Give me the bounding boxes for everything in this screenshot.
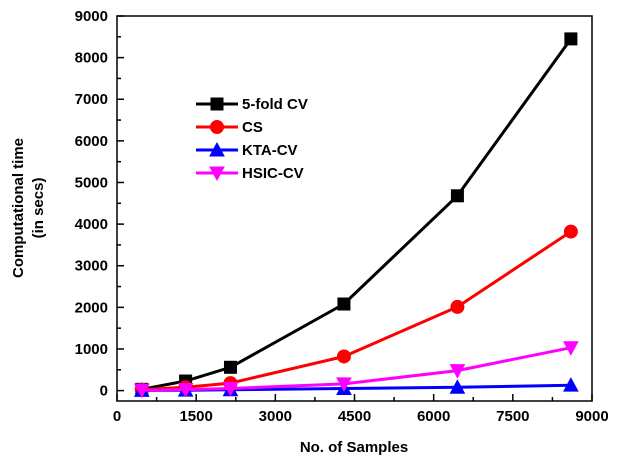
x-tick-label: 0 bbox=[113, 408, 121, 425]
y-tick-label: 3000 bbox=[75, 258, 108, 275]
data-point-5-fold-cv bbox=[450, 189, 464, 203]
data-point-hsic-cv bbox=[177, 383, 194, 398]
legend-swatch-marker bbox=[210, 120, 224, 134]
legend-swatch-marker bbox=[209, 166, 225, 182]
data-point-kta-cv bbox=[449, 379, 466, 394]
legend: 5-fold CV CS KTA-CV HSIC-CV bbox=[196, 96, 308, 182]
legend-label: HSIC-CV bbox=[242, 165, 304, 182]
legend-label: CS bbox=[242, 119, 263, 136]
x-tick-label: 3000 bbox=[259, 408, 292, 425]
y-axis-title-line-2: (in secs) bbox=[30, 178, 47, 239]
legend-item: CS bbox=[196, 119, 263, 136]
data-point-hsic-cv bbox=[449, 364, 466, 379]
data-point-hsic-cv bbox=[133, 383, 150, 399]
series-5-fold-cv bbox=[135, 32, 578, 396]
series-line-5-fold-cv bbox=[141, 38, 573, 391]
x-axis-title: No. of Samples bbox=[300, 439, 408, 456]
series-layer bbox=[133, 32, 579, 399]
legend-item: 5-fold CV bbox=[196, 96, 308, 113]
data-point-hsic-cv bbox=[222, 382, 239, 397]
y-tick-label: 2000 bbox=[75, 299, 108, 316]
series-line-hsic-cv bbox=[141, 346, 572, 392]
legend-item: KTA-CV bbox=[196, 141, 298, 159]
data-point-cs bbox=[563, 224, 578, 239]
series-cs bbox=[134, 224, 578, 397]
y-axis-title-line-1: Computational time bbox=[10, 138, 27, 278]
x-tick-label: 1500 bbox=[179, 408, 212, 425]
y-tick-label: 4000 bbox=[75, 216, 108, 233]
legend-item: HSIC-CV bbox=[196, 165, 304, 182]
axis-tick-labels: 0 1500 3000 4500 6000 7500 9000 0 1000 2000 3000 40… bbox=[75, 8, 609, 425]
x-tick-label: 7500 bbox=[496, 408, 529, 425]
y-tick-label: 0 bbox=[100, 383, 108, 400]
legend-swatch-marker bbox=[209, 141, 225, 157]
x-tick-label: 9000 bbox=[575, 408, 608, 425]
data-point-5-fold-cv bbox=[337, 297, 351, 311]
y-tick-label: 6000 bbox=[75, 133, 108, 150]
x-tick-label: 4500 bbox=[338, 408, 371, 425]
legend-swatch-marker bbox=[210, 97, 224, 111]
y-tick-label: 5000 bbox=[75, 174, 108, 191]
plot-frame bbox=[116, 15, 593, 402]
y-tick-label: 1000 bbox=[75, 341, 108, 358]
data-point-5-fold-cv bbox=[564, 32, 578, 46]
x-tick-label: 6000 bbox=[417, 408, 450, 425]
data-point-kta-cv bbox=[563, 377, 579, 392]
y-tick-label: 8000 bbox=[75, 50, 108, 67]
y-tick-label: 9000 bbox=[75, 8, 108, 25]
y-tick-label: 7000 bbox=[75, 91, 108, 108]
series-line-cs bbox=[141, 230, 572, 392]
data-point-5-fold-cv bbox=[223, 360, 237, 374]
legend-label: 5-fold CV bbox=[242, 96, 308, 113]
data-point-hsic-cv bbox=[336, 377, 352, 392]
series-hsic-cv bbox=[133, 341, 579, 399]
data-point-cs bbox=[450, 299, 465, 314]
data-point-cs bbox=[336, 349, 351, 364]
legend-label: KTA-CV bbox=[242, 142, 298, 159]
data-point-hsic-cv bbox=[563, 341, 579, 356]
axis-ticks bbox=[116, 15, 593, 401]
